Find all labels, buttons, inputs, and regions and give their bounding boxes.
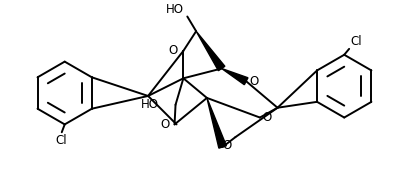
Text: O: O — [249, 75, 258, 88]
Text: Cl: Cl — [349, 35, 361, 48]
Polygon shape — [196, 31, 224, 71]
Text: HO: HO — [166, 3, 184, 15]
Text: O: O — [222, 139, 231, 152]
Text: O: O — [160, 118, 169, 131]
Polygon shape — [207, 98, 226, 148]
Text: Cl: Cl — [55, 134, 66, 147]
Text: O: O — [168, 44, 177, 57]
Text: HO: HO — [141, 98, 158, 111]
Polygon shape — [221, 68, 247, 85]
Text: O: O — [262, 111, 271, 124]
